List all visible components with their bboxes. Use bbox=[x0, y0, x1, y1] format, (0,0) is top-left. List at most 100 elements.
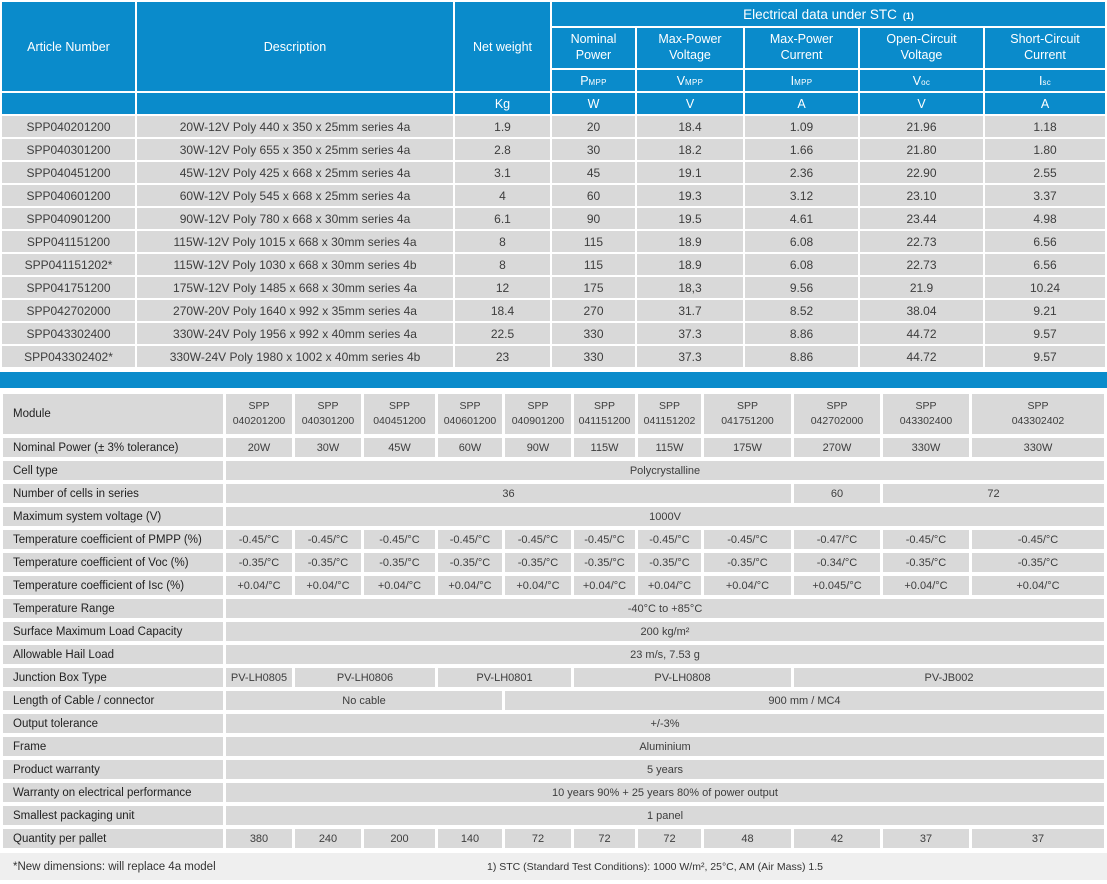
cell-article: SPP041151202* bbox=[2, 254, 135, 275]
spec-value-cell: 72 bbox=[505, 829, 571, 848]
spec-value-cell: 380 bbox=[226, 829, 292, 848]
cell-voc: 44.72 bbox=[860, 346, 983, 367]
spec-row-label: Cell type bbox=[3, 461, 223, 480]
cell-net_weight: 4 bbox=[455, 185, 550, 206]
cell-net_weight: 18.4 bbox=[455, 300, 550, 321]
article-row: SPP043302402* 330W-24V Poly 1980 x 1002 x… bbox=[2, 346, 1106, 367]
spec-row-label: Output tolerance bbox=[3, 714, 223, 733]
spec-value-cell: 45W bbox=[364, 438, 435, 457]
cell-net_weight: 3.1 bbox=[455, 162, 550, 183]
spec-row: Quantity per pallet 380 240 200 140 72 72 72 48 4… bbox=[3, 829, 1104, 848]
spec-value-cell: 48 bbox=[704, 829, 791, 848]
spec-value-cell: PV-LH0805 bbox=[226, 668, 292, 687]
spec-value-cell: -0.45/°C bbox=[438, 530, 502, 549]
spec-value-cell: 42 bbox=[794, 829, 880, 848]
spec-row: Product warranty 5 years bbox=[3, 760, 1104, 779]
spec-value-cell: 140 bbox=[438, 829, 502, 848]
module-id-cell: SPP 040201200 bbox=[226, 394, 292, 434]
spec-value-cell: -0.35/°C bbox=[295, 553, 361, 572]
article-row: SPP040201200 20W-12V Poly 440 x 350 x 25m… bbox=[2, 116, 1106, 137]
description-header: Description bbox=[137, 2, 453, 91]
spec-value-cell: 200 bbox=[364, 829, 435, 848]
article-table: Article Number Description Net weight El… bbox=[0, 0, 1107, 369]
article-row: SPP041151200 115W-12V Poly 1015 x 668 x 3… bbox=[2, 231, 1106, 252]
cell-isc: 9.57 bbox=[985, 346, 1106, 367]
spec-value-cell: 115W bbox=[638, 438, 701, 457]
cell-impp: 4.61 bbox=[745, 208, 858, 229]
cell-isc: 10.24 bbox=[985, 277, 1106, 298]
spec-value-cell: +0.04/°C bbox=[295, 576, 361, 595]
spec-value-cell: -0.45/°C bbox=[704, 530, 791, 549]
cell-isc: 6.56 bbox=[985, 254, 1106, 275]
cell-voc: 21.80 bbox=[860, 139, 983, 160]
module-header-row: Module SPP 040201200 SPP 040301200 SPP 040… bbox=[3, 394, 1104, 434]
cell-pmpp: 90 bbox=[552, 208, 635, 229]
cell-impp: 1.09 bbox=[745, 116, 858, 137]
spec-value-cell: +/-3% bbox=[226, 714, 1104, 733]
spec-row-label: Nominal Power (± 3% tolerance) bbox=[3, 438, 223, 457]
cell-impp: 6.08 bbox=[745, 254, 858, 275]
spec-value-cell: +0.04/°C bbox=[505, 576, 571, 595]
cell-article: SPP041751200 bbox=[2, 277, 135, 298]
cell-impp: 8.86 bbox=[745, 323, 858, 344]
cell-vmpp: 19.3 bbox=[637, 185, 743, 206]
spec-value-cell: 37 bbox=[972, 829, 1104, 848]
spec-row: Frame Aluminium bbox=[3, 737, 1104, 756]
cell-voc: 23.10 bbox=[860, 185, 983, 206]
spec-row-label: Maximum system voltage (V) bbox=[3, 507, 223, 526]
spec-value-cell: 37 bbox=[883, 829, 969, 848]
spec-value-cell: 1000V bbox=[226, 507, 1104, 526]
cell-article: SPP041151200 bbox=[2, 231, 135, 252]
spec-row: Allowable Hail Load 23 m/s, 7.53 g bbox=[3, 645, 1104, 664]
spec-value-cell: 5 years bbox=[226, 760, 1104, 779]
module-id-cell: SPP 043302400 bbox=[883, 394, 969, 434]
spec-row: Smallest packaging unit 1 panel bbox=[3, 806, 1104, 825]
spec-row-label: Smallest packaging unit bbox=[3, 806, 223, 825]
cell-description: 270W-20V Poly 1640 x 992 x 35mm series 4… bbox=[137, 300, 453, 321]
spec-value-cell: 72 bbox=[638, 829, 701, 848]
electrical-symbol-row: PMPP VMPP IMPP Voc Isc bbox=[2, 70, 1106, 91]
spec-row: Surface Maximum Load Capacity 200 kg/m² bbox=[3, 622, 1104, 641]
symbol-main: V bbox=[912, 73, 922, 88]
cell-isc: 4.98 bbox=[985, 208, 1106, 229]
cell-description: 90W-12V Poly 780 x 668 x 30mm series 4a bbox=[137, 208, 453, 229]
symbol-main: P bbox=[580, 73, 589, 88]
spec-value-cell: +0.04/°C bbox=[438, 576, 502, 595]
cell-description: 115W-12V Poly 1015 x 668 x 30mm series 4… bbox=[137, 231, 453, 252]
electrical-symbol-header: IMPP bbox=[745, 70, 858, 91]
article-row: SPP042702000 270W-20V Poly 1640 x 992 x 3… bbox=[2, 300, 1106, 321]
spec-row: Length of Cable / connector No cable 900 m… bbox=[3, 691, 1104, 710]
spec-value-cell: -0.35/°C bbox=[364, 553, 435, 572]
cell-vmpp: 18,3 bbox=[637, 277, 743, 298]
spec-value-cell: -0.35/°C bbox=[638, 553, 701, 572]
module-id-cell: SPP 041751200 bbox=[704, 394, 791, 434]
spec-value-cell: Polycrystalline bbox=[226, 461, 1104, 480]
symbol-sub: oc bbox=[921, 77, 931, 87]
spec-value-cell: +0.04/°C bbox=[364, 576, 435, 595]
spec-value-cell: 23 m/s, 7.53 g bbox=[226, 645, 1104, 664]
spec-row: Warranty on electrical performance 10 yea… bbox=[3, 783, 1104, 802]
module-id-cell: SPP 041151202 bbox=[638, 394, 701, 434]
article-row: SPP040901200 90W-12V Poly 780 x 668 x 30m… bbox=[2, 208, 1106, 229]
electrical-column-header: Short-Circuit Current bbox=[985, 28, 1106, 68]
cell-isc: 9.21 bbox=[985, 300, 1106, 321]
cell-pmpp: 30 bbox=[552, 139, 635, 160]
cell-impp: 3.12 bbox=[745, 185, 858, 206]
symbol-sub: MPP bbox=[794, 77, 813, 87]
spec-row-label: Temperature coefficient of PMPP (%) bbox=[3, 530, 223, 549]
cell-impp: 8.52 bbox=[745, 300, 858, 321]
stc-group-row: Article Number Description Net weight El… bbox=[2, 2, 1106, 91]
cell-voc: 38.04 bbox=[860, 300, 983, 321]
spec-value-cell: -0.35/°C bbox=[438, 553, 502, 572]
article-row: SPP041751200 175W-12V Poly 1485 x 668 x 3… bbox=[2, 277, 1106, 298]
cell-vmpp: 18.9 bbox=[637, 231, 743, 252]
spec-value-cell: +0.04/°C bbox=[638, 576, 701, 595]
module-id-cell: SPP 040301200 bbox=[295, 394, 361, 434]
spec-value-cell: Aluminium bbox=[226, 737, 1104, 756]
cell-vmpp: 37.3 bbox=[637, 323, 743, 344]
cell-voc: 22.73 bbox=[860, 231, 983, 252]
spec-row: Cell type Polycrystalline bbox=[3, 461, 1104, 480]
spec-value-cell: -0.45/°C bbox=[226, 530, 292, 549]
cell-net_weight: 8 bbox=[455, 254, 550, 275]
spec-value-cell: +0.04/°C bbox=[972, 576, 1104, 595]
